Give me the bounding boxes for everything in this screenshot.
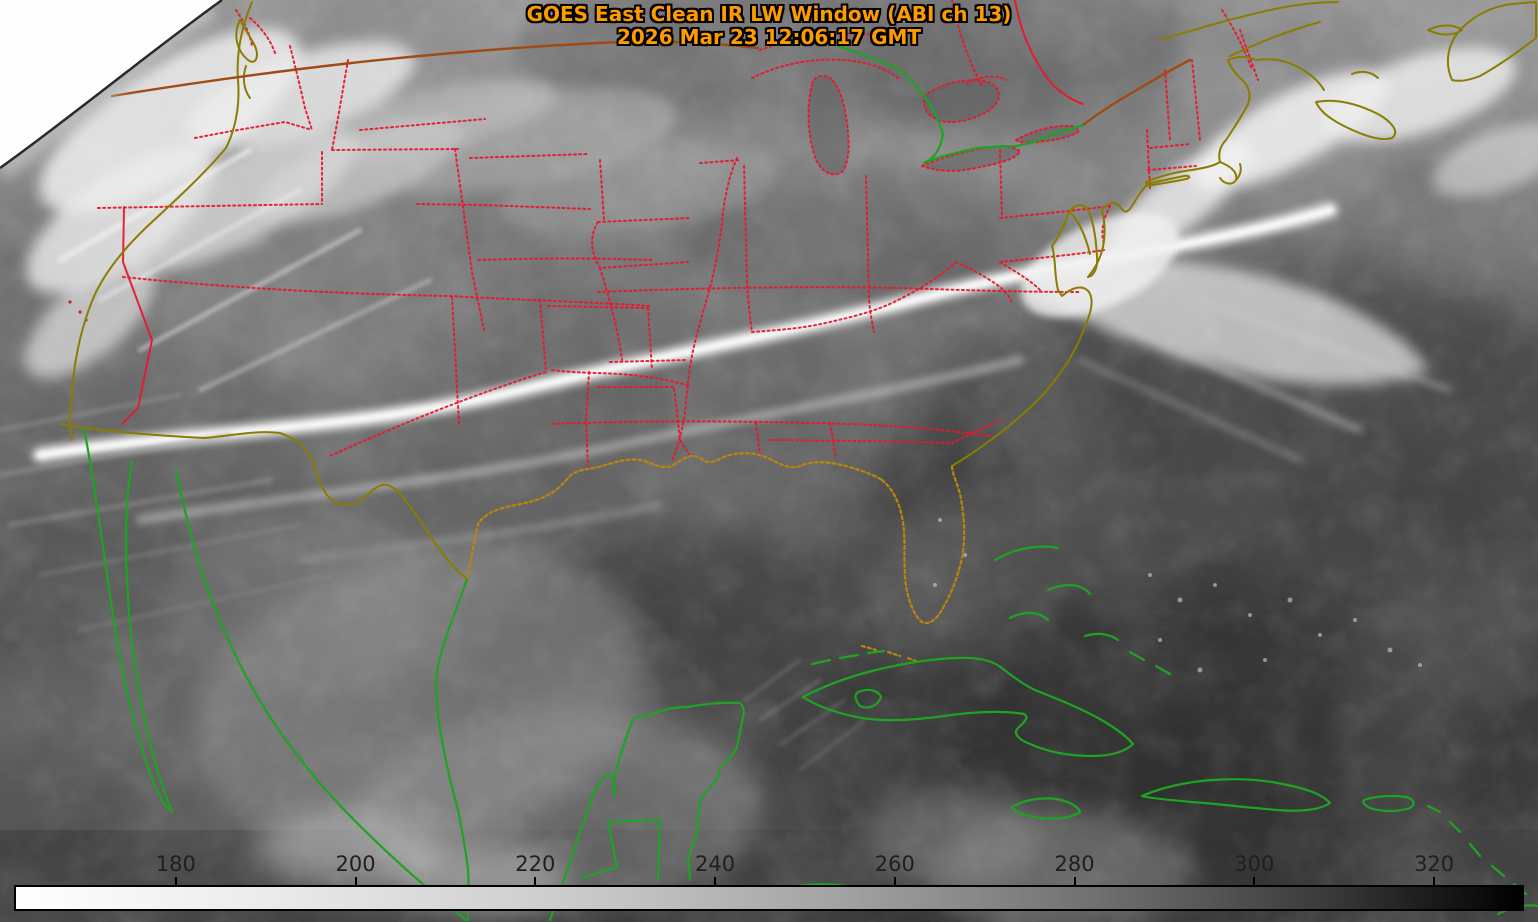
colorbar-tick-label: 240 bbox=[695, 852, 736, 876]
earth-limb bbox=[0, 0, 223, 181]
coastlines-olive bbox=[59, 1, 1537, 580]
colorbar-tick-label: 280 bbox=[1054, 852, 1095, 876]
colorbar-tick bbox=[893, 877, 896, 885]
colorbar-tick-label: 200 bbox=[335, 852, 376, 876]
colorbar-tick bbox=[354, 877, 357, 885]
colorbar-tick bbox=[1073, 877, 1076, 885]
boundary-overlays bbox=[59, 0, 1538, 922]
colorbar-tick-label: 320 bbox=[1414, 852, 1455, 876]
temperature-colorbar: 180 200 220 240 260 280 300 320 bbox=[0, 850, 1538, 922]
colorbar-tick bbox=[1253, 877, 1256, 885]
colorbar-tick-label: 180 bbox=[155, 852, 196, 876]
colorbar-tick bbox=[174, 877, 177, 885]
colorbar-tick-label: 300 bbox=[1234, 852, 1275, 876]
colorbar-tick bbox=[714, 877, 717, 885]
colorbar-tick-label: 260 bbox=[874, 852, 915, 876]
great-lakes bbox=[808, 76, 1079, 175]
colorbar-tick bbox=[534, 877, 537, 885]
colorbar-tick bbox=[1433, 877, 1436, 885]
gulf-coastline bbox=[465, 452, 966, 664]
international-borders bbox=[110, 40, 1192, 127]
colorbar-gradient bbox=[14, 885, 1524, 911]
colorbar-tick-label: 220 bbox=[515, 852, 556, 876]
